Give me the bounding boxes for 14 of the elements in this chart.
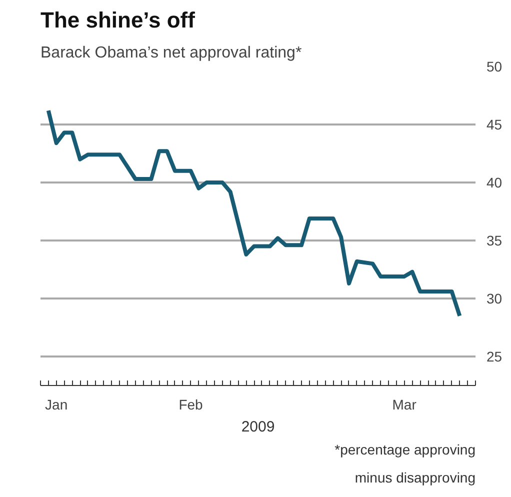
y-tick-label: 30 xyxy=(486,290,502,306)
x-tick-label: Mar xyxy=(392,396,417,412)
line-series xyxy=(46,108,462,318)
y-tick-label: 50 xyxy=(486,58,502,74)
y-tick-label: 40 xyxy=(486,174,502,190)
text: *percentage approving minus disapproving xyxy=(334,442,476,486)
x-tick-label: Jan xyxy=(45,396,68,412)
y-tick-label: 35 xyxy=(486,232,502,248)
y-tick-label: 25 xyxy=(486,348,502,364)
chart-subtitle: Barack Obama’s net approval rating* xyxy=(40,44,302,62)
x-axis-title: 2009 xyxy=(241,418,275,436)
y-tick-label: 45 xyxy=(486,116,502,132)
x-tick-label: Feb xyxy=(178,396,204,412)
chart-title: The shine’s off xyxy=(40,8,196,32)
